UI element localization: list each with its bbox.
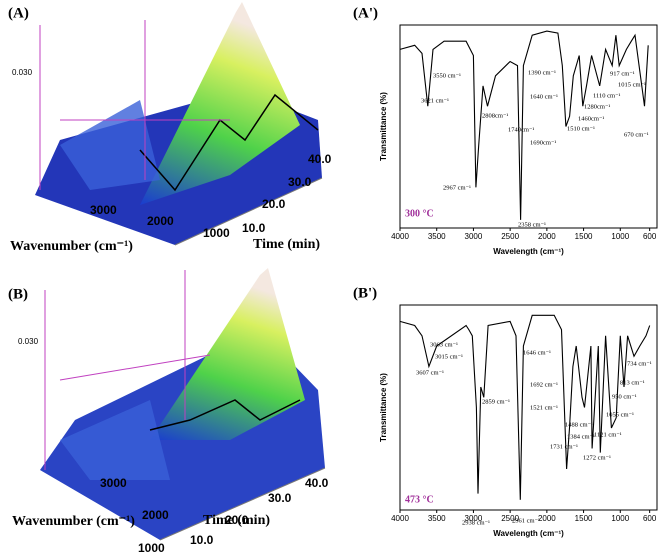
y-tick-label: 40.0 [308,152,332,166]
y-axis-title: Time (min) [203,513,270,528]
peak-label: 1460cm⁻¹ [578,115,604,122]
peak-label: 734 cm⁻¹ [627,360,652,367]
peak-label: 3063 cm⁻¹ [430,341,458,348]
x-tick-label: 1000 [203,226,230,240]
peak-label: 1272 cm⁻¹ [583,454,611,461]
x-tick-label: 3000 [465,232,483,241]
temperature-label: 300 °C [405,208,434,219]
x-tick-label: 3000 [465,514,483,523]
x-tick-label: 2000 [147,214,174,228]
spectrum-line [399,30,649,220]
x-tick-label: 1500 [575,232,593,241]
x-tick-label: 3000 [100,476,127,490]
x-tick-label: 2500 [501,514,519,523]
x-tick-label: 3000 [90,203,117,217]
peak-label: 1488 cm⁻¹ [565,421,593,428]
peak-label: 1015 cm⁻¹ [618,81,646,88]
peak-label: 1280cm⁻¹ [584,103,610,110]
y-tick-label: 20.0 [262,197,286,211]
peak-label: 1740cm⁻¹ [508,126,534,133]
x-tick-label: 1000 [611,232,629,241]
peak-label: 1692 cm⁻¹ [530,381,558,388]
x-tick-label: 4000 [391,232,409,241]
peak-label: 3621 cm⁻¹ [421,97,449,104]
y-tick-label: 10.0 [190,533,214,547]
peak-label: 670 cm⁻¹ [624,131,649,138]
spectrum-line [399,314,651,500]
y-tick-label: 30.0 [288,175,312,189]
x-tick-label: 2500 [501,232,519,241]
x-axis-title: Wavelength (cm⁻¹) [493,529,564,538]
y-tick-label: 10.0 [242,221,266,235]
y-axis-title: Transmittance (%) [379,92,388,161]
peak-label: 1521 cm⁻¹ [530,404,558,411]
temperature-label: 473 °C [405,494,434,505]
peak-label: 1731 cm⁻¹ [550,443,578,450]
x-axis-title: Wavenumber (cm⁻¹) [10,239,133,254]
peak-label: 3550 cm⁻¹ [433,72,461,79]
x-tick-label: 2000 [538,514,556,523]
panel-label: (A) [8,5,29,21]
z-tick-label: 0.030 [12,68,33,77]
peak-label: 1646 cm⁻¹ [523,349,551,356]
z-tick-label: 0.030 [18,337,39,346]
peak-label: 1390 cm⁻¹ [528,69,556,76]
surface-b [40,268,326,541]
peak-label: 3607 cm⁻¹ [416,369,444,376]
peak-label: 1110 cm⁻¹ [593,92,621,99]
peak-label: 1055 cm⁻¹ [606,411,634,418]
panel-label: (B) [8,286,28,302]
plot-frame [399,304,658,511]
peak-label: 2808cm⁻¹ [482,112,508,119]
x-tick-label: 1500 [575,514,593,523]
peak-label: 813 cm⁻¹ [620,379,645,386]
x-tick-label: 1000 [138,541,165,555]
y-tick-label: 40.0 [305,476,329,490]
x-axis-title: Wavenumber (cm⁻¹) [12,514,135,529]
x-tick-label: 3500 [428,514,446,523]
y-axis-title: Time (min) [253,237,320,252]
x-axis-title: Wavelength (cm⁻¹) [493,247,564,256]
panel-label: (A') [353,5,378,21]
y-axis-title: Transmittance (%) [379,373,388,442]
peak-label: 1510 cm⁻¹ [567,125,595,132]
peak-label: 1121 cm⁻¹ [594,431,622,438]
x-tick-label: 600 [643,514,657,523]
peak-label: 950 cm⁻¹ [612,393,637,400]
x-tick-label: 1000 [611,514,629,523]
plot-frame [399,24,658,229]
x-tick-label: 2000 [142,508,169,522]
x-tick-label: 2000 [538,232,556,241]
peak-label: 2361 cm⁻¹ [512,517,540,524]
peak-label: 1640 cm⁻¹ [530,93,558,100]
panel-label: (B') [353,285,377,301]
peak-label: 2859 cm⁻¹ [482,398,510,405]
peak-label: 917 cm⁻¹ [610,70,635,77]
peak-label: 1384 cm⁻¹ [567,433,595,440]
y-tick-label: 30.0 [268,491,292,505]
peak-label: 3015 cm⁻¹ [435,353,463,360]
y-tick-label: 20.0 [225,513,249,527]
x-tick-label: 4000 [391,514,409,523]
x-tick-label: 600 [643,232,657,241]
peak-label: 1690cm⁻¹ [530,139,556,146]
peak-label: 2358 cm⁻¹ [518,221,546,228]
x-tick-label: 3500 [428,232,446,241]
surface-a [35,2,323,246]
peak-label: 2967 cm⁻¹ [443,184,471,191]
peak-label: 2938 cm⁻¹ [462,519,490,526]
